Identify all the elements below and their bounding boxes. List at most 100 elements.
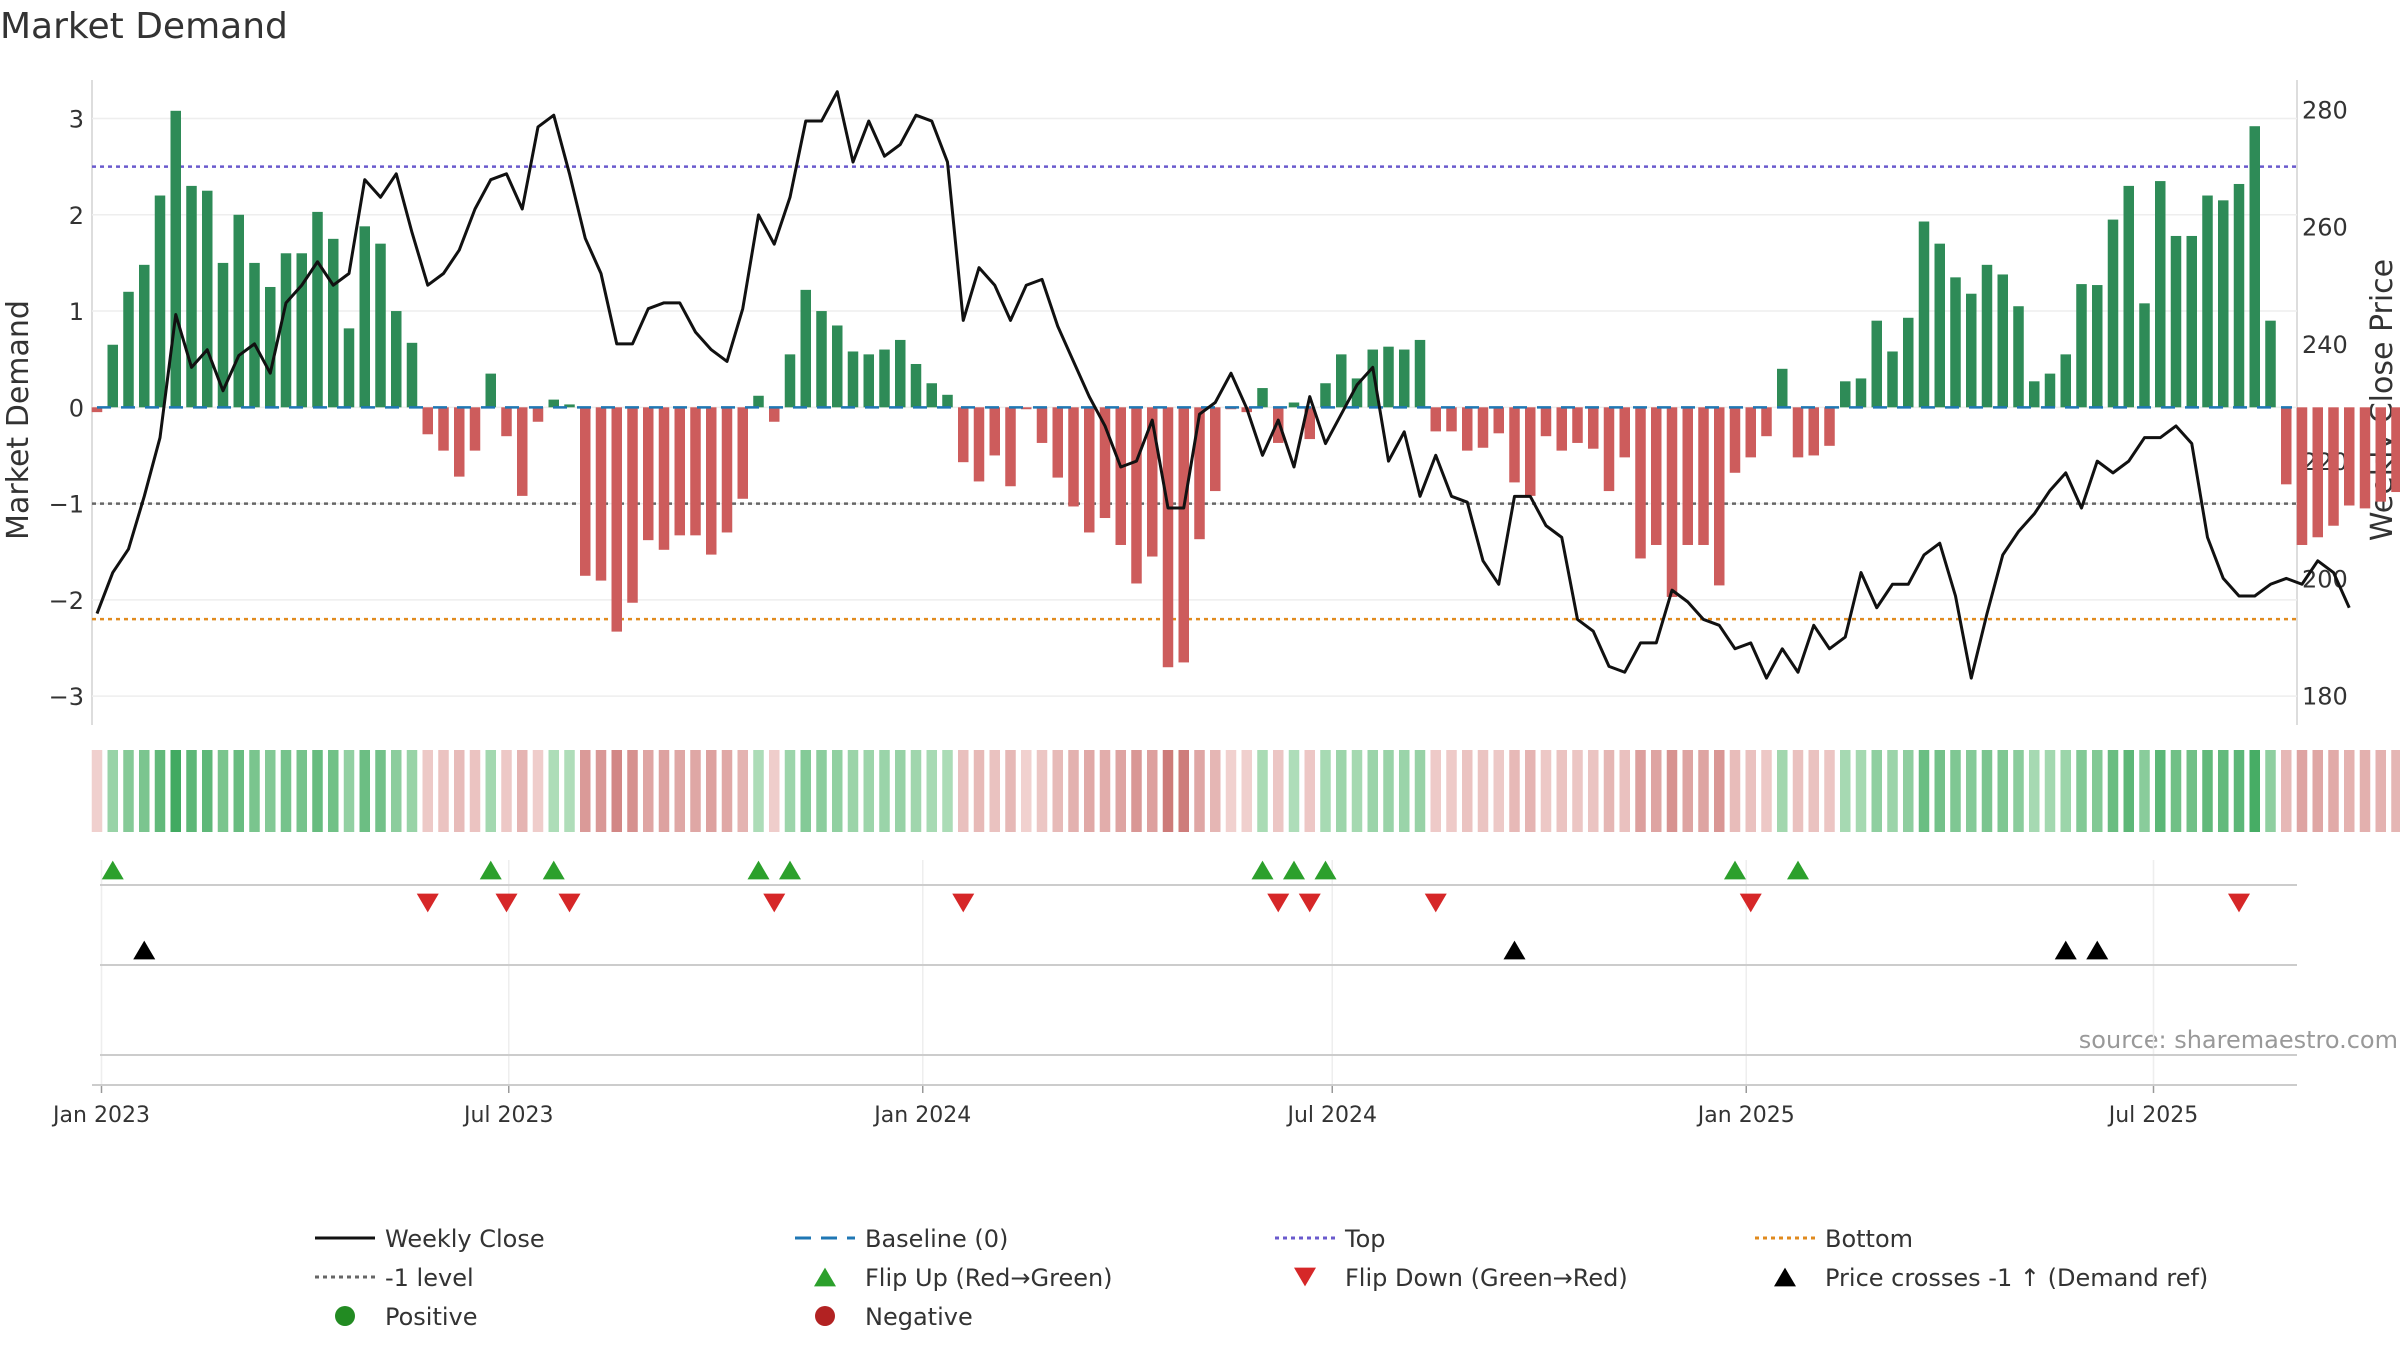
strip-cell xyxy=(863,750,874,832)
strip-cell xyxy=(2076,750,2087,832)
y2-tick-label: 280 xyxy=(2302,96,2348,124)
strip-cell xyxy=(1887,750,1898,832)
demand-bar xyxy=(737,407,748,499)
strip-cell xyxy=(1525,750,1536,832)
demand-bar xyxy=(769,407,780,422)
strip-cell xyxy=(769,750,780,832)
flip-down-marker xyxy=(558,893,581,913)
strip-cell xyxy=(1194,750,1205,832)
demand-bar xyxy=(2013,306,2024,408)
strip-cell xyxy=(1493,750,1504,832)
x-tick-label: Jul 2023 xyxy=(462,1103,554,1128)
demand-bar xyxy=(1147,407,1158,557)
strip-cell xyxy=(721,750,733,832)
legend-item: Weekly Close xyxy=(315,1225,545,1253)
flip-up-marker xyxy=(1314,860,1337,880)
demand-bar xyxy=(233,214,244,408)
x-tick-label: Jul 2024 xyxy=(1285,1103,1377,1128)
strip-cell xyxy=(1918,750,1930,832)
strip-cell xyxy=(2312,750,2323,832)
flip-up-marker xyxy=(479,860,502,880)
demand-bar xyxy=(2123,185,2134,408)
strip-cell xyxy=(2202,750,2213,832)
strip-cell xyxy=(1540,750,1552,832)
strip-cell xyxy=(1414,750,1426,832)
strip-cell xyxy=(1178,750,1189,832)
demand-bar xyxy=(784,354,796,408)
flip-down-marker xyxy=(416,893,439,913)
strip-cell xyxy=(375,750,386,832)
demand-bar xyxy=(816,311,827,408)
strip-cell xyxy=(2092,750,2103,832)
strip-cell xyxy=(1068,750,1079,832)
demand-bar xyxy=(1556,407,1567,451)
demand-bar xyxy=(1493,407,1504,434)
demand-bar xyxy=(2170,235,2182,408)
demand-bar xyxy=(1761,407,1772,437)
strip-cell xyxy=(753,750,764,832)
strip-cell xyxy=(895,750,906,832)
demand-bar xyxy=(1572,407,1583,443)
legend-item: Top xyxy=(1275,1225,1386,1253)
demand-bar xyxy=(517,407,528,496)
demand-bar xyxy=(1509,407,1520,483)
demand-bar xyxy=(454,407,465,477)
demand-bar xyxy=(1383,346,1394,408)
strip-cell xyxy=(1446,750,1457,832)
strip-cell xyxy=(1005,750,1016,832)
strip-cell xyxy=(280,750,292,832)
demand-bar xyxy=(690,407,701,536)
strip-cell xyxy=(1714,750,1725,832)
y-tick-label: −1 xyxy=(49,491,84,519)
strip-cell xyxy=(1588,750,1599,832)
strip-cell xyxy=(847,750,859,832)
demand-bar xyxy=(1336,354,1347,408)
demand-bar xyxy=(1840,381,1851,408)
demand-bar xyxy=(2312,407,2323,538)
flip-down-marker xyxy=(1267,893,1290,913)
demand-bar xyxy=(1666,407,1678,597)
strip-cell xyxy=(2296,750,2308,832)
flip-up-marker xyxy=(542,860,565,880)
demand-bar xyxy=(1950,277,1961,408)
strip-cell xyxy=(816,750,827,832)
strip-cell xyxy=(2013,750,2024,832)
strip-cell xyxy=(2155,750,2166,832)
demand-bar xyxy=(501,407,512,437)
strip-cell xyxy=(2281,750,2292,832)
legend-item: -1 level xyxy=(315,1264,474,1292)
legend-label: Flip Down (Green→Red) xyxy=(1345,1264,1628,1292)
strip-cell xyxy=(1273,750,1284,832)
legend-label: Baseline (0) xyxy=(865,1225,1008,1253)
demand-bar xyxy=(296,253,307,408)
flip-down-marker xyxy=(495,893,518,913)
demand-bar xyxy=(343,328,355,408)
strip-cell xyxy=(1729,750,1741,832)
demand-bar xyxy=(1918,221,1930,408)
strip-cell xyxy=(674,750,685,832)
strip-cell xyxy=(2107,750,2119,832)
demand-bar xyxy=(1745,407,1756,458)
demand-bar xyxy=(611,407,622,632)
demand-bar xyxy=(249,262,260,408)
legend-label: -1 level xyxy=(385,1264,474,1292)
strip-cell xyxy=(2044,750,2056,832)
legend-label: Weekly Close xyxy=(385,1225,545,1253)
flip-up-marker xyxy=(1724,860,1746,880)
strip-cell xyxy=(1619,750,1630,832)
x-tick-label: Jan 2023 xyxy=(51,1103,150,1128)
demand-bar xyxy=(926,383,937,408)
legend-swatch xyxy=(335,1306,355,1326)
demand-bar xyxy=(2265,320,2276,408)
demand-bar xyxy=(1981,264,1993,408)
strip-cell xyxy=(989,750,1000,832)
legend-label: Top xyxy=(1344,1225,1386,1253)
strip-cell xyxy=(1304,750,1315,832)
strip-cell xyxy=(1666,750,1678,832)
demand-bar xyxy=(1005,407,1016,487)
strip-cell xyxy=(139,750,150,832)
chart-title: Market Demand xyxy=(0,6,288,47)
strip-cell xyxy=(154,750,166,832)
weekly-close-line xyxy=(95,90,2351,680)
